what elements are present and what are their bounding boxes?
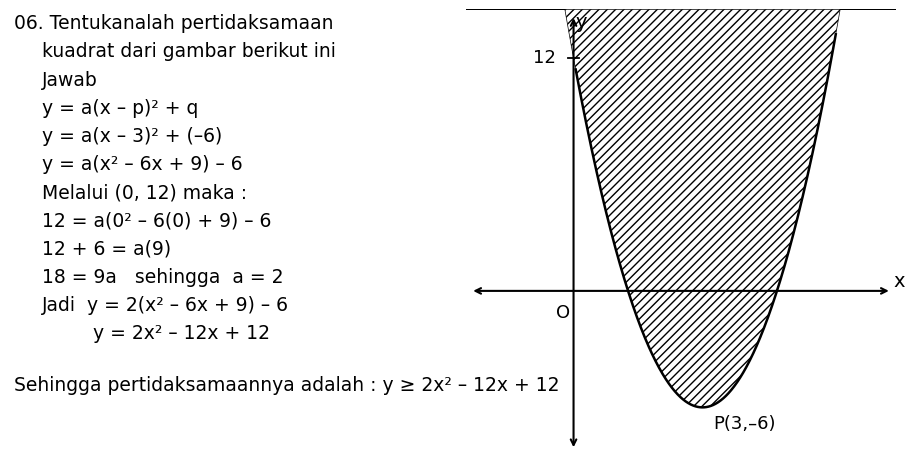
Text: y = a(x² – 6x + 9) – 6: y = a(x² – 6x + 9) – 6 — [42, 155, 243, 174]
Text: y = 2x² – 12x + 12: y = 2x² – 12x + 12 — [93, 324, 271, 343]
Text: 18 = 9a   sehingga  a = 2: 18 = 9a sehingga a = 2 — [42, 268, 283, 287]
Text: Jawab: Jawab — [42, 70, 98, 89]
Text: Sehingga pertidaksamaannya adalah : y ≥ 2x² – 12x + 12: Sehingga pertidaksamaannya adalah : y ≥ … — [14, 376, 559, 395]
Text: kuadrat dari gambar berikut ini: kuadrat dari gambar berikut ini — [42, 42, 336, 61]
Text: O: O — [556, 305, 570, 322]
Text: P(3,–6): P(3,–6) — [713, 415, 776, 433]
Text: x: x — [894, 272, 905, 290]
Text: 12 = a(0² – 6(0) + 9) – 6: 12 = a(0² – 6(0) + 9) – 6 — [42, 212, 272, 230]
Text: 12: 12 — [533, 49, 557, 67]
Text: Jadi  y = 2(x² – 6x + 9) – 6: Jadi y = 2(x² – 6x + 9) – 6 — [42, 296, 289, 315]
Text: y: y — [576, 13, 587, 32]
Text: 12 + 6 = a(9): 12 + 6 = a(9) — [42, 240, 171, 259]
Text: y = a(x – 3)² + (–6): y = a(x – 3)² + (–6) — [42, 127, 223, 146]
Text: Melalui (0, 12) maka :: Melalui (0, 12) maka : — [42, 183, 247, 202]
Text: y = a(x – p)² + q: y = a(x – p)² + q — [42, 99, 198, 118]
Text: 06. Tentukanalah pertidaksamaan: 06. Tentukanalah pertidaksamaan — [14, 14, 333, 33]
